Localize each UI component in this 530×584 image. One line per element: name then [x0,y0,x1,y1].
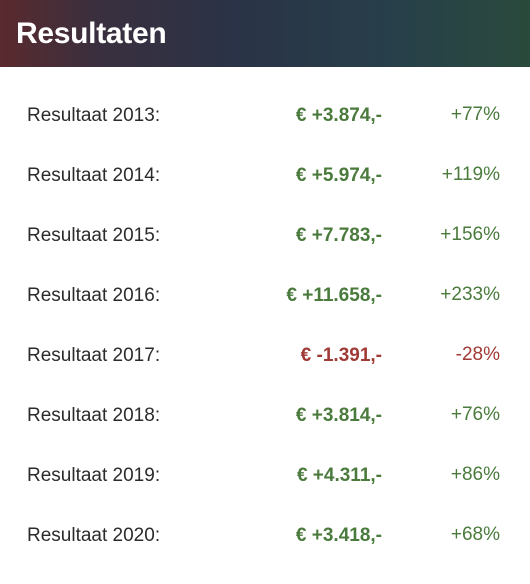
result-amount: € +3.814,- [295,405,382,426]
result-amount: € +3.418,- [295,525,382,546]
result-label: Resultaat 2018: [27,405,161,426]
result-amount: € +3.874,- [295,105,382,126]
result-label: Resultaat 2014: [27,165,161,186]
result-percent: +119% [441,164,500,185]
results-list: Resultaat 2013: € +3.874,- +77% Resultaa… [0,85,530,565]
result-row-2013: Resultaat 2013: € +3.874,- +77% [0,85,530,145]
result-amount: € +11.658,- [286,285,382,306]
result-amount: € +7.783,- [295,225,382,246]
result-percent: +233% [440,284,500,305]
result-label: Resultaat 2016: [27,285,161,306]
result-row-2018: Resultaat 2018: € +3.814,- +76% [0,385,530,445]
panel-title: Resultaten [16,16,167,50]
result-row-2017: Resultaat 2017: € -1.391,- -28% [0,325,530,385]
result-percent: +76% [450,404,500,425]
result-row-2014: Resultaat 2014: € +5.974,- +119% [0,145,530,205]
result-label: Resultaat 2020: [27,525,161,546]
result-amount: € +4.311,- [296,465,382,486]
result-label: Resultaat 2017: [27,345,161,366]
result-amount: € +5.974,- [295,165,382,186]
result-percent: +156% [440,224,500,245]
result-label: Resultaat 2015: [27,225,161,246]
result-percent: +77% [450,104,500,125]
result-row-2015: Resultaat 2015: € +7.783,- +156% [0,205,530,265]
result-percent: +68% [450,524,500,545]
panel-header: Resultaten [0,0,530,67]
result-label: Resultaat 2019: [27,465,161,486]
result-amount: € -1.391,- [300,345,382,366]
result-row-2016: Resultaat 2016: € +11.658,- +233% [0,265,530,325]
result-percent: +86% [450,464,500,485]
result-row-2019: Resultaat 2019: € +4.311,- +86% [0,445,530,505]
result-label: Resultaat 2013: [27,105,161,126]
result-percent: -28% [455,344,500,365]
result-row-2020: Resultaat 2020: € +3.418,- +68% [0,505,530,565]
